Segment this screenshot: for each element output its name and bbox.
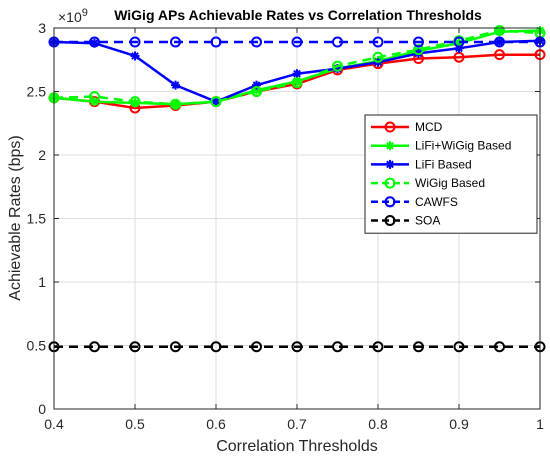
data-point-soa (210, 341, 222, 353)
legend-marker-lifi-based-stroke (386, 160, 394, 169)
data-point-cawfs (332, 36, 343, 48)
legend-marker-cawfs (384, 196, 396, 208)
data-point-cawfs (372, 36, 384, 48)
x-tick-label: 1 (536, 416, 544, 432)
data-point-cawfs (413, 36, 424, 48)
data-point-lifi-based (292, 69, 302, 79)
y-tick-label: 0.5 (27, 338, 47, 354)
y-tick-label: 2.5 (27, 84, 47, 100)
data-point-wigig-based (494, 25, 505, 37)
data-point-lifi-based (130, 51, 140, 61)
legend-label-mcd: MCD (415, 120, 443, 134)
data-point-lifi-based (495, 37, 504, 47)
data-point-lifi-based-stroke (171, 81, 180, 90)
y-tick-label: 1 (38, 274, 46, 290)
x-axis-label: Correlation Thresholds (216, 438, 378, 455)
data-point-soa (372, 341, 384, 353)
data-point-wigig-based (89, 91, 100, 103)
data-point-soa (129, 341, 141, 353)
data-point-cawfs (453, 36, 465, 48)
x-tick-label: 0.8 (368, 416, 388, 432)
data-point-wigig-based (251, 86, 262, 97)
exponent-label: ×109 (58, 7, 88, 25)
exponent-base: ×10 (58, 9, 82, 25)
legend-marker-wigig-based (384, 177, 396, 189)
x-tick-label: 0.6 (206, 416, 226, 432)
data-point-soa (291, 341, 303, 353)
legend-label-cawfs: CAWFS (415, 195, 458, 209)
legend-marker-lifi-based (385, 159, 395, 169)
x-tick-label: 0.7 (287, 416, 307, 432)
axes: 0.4 0.5 0.6 0.7 0.8 0.9 1 0 0.5 1 1.5 2 2.5 3 (27, 20, 545, 432)
data-point-wigig-based (170, 98, 181, 110)
data-point-wigig-based (129, 96, 141, 108)
exponent-power: 9 (82, 7, 88, 19)
data-point-cawfs (291, 36, 303, 48)
data-point-cawfs (129, 36, 141, 48)
data-point-cawfs (89, 36, 100, 48)
legend-marker-mcd (384, 121, 396, 133)
x-tick-label: 0.4 (44, 416, 64, 432)
y-tick-label: 1.5 (27, 211, 47, 227)
data-point-wigig-based (372, 51, 384, 63)
y-tick-label: 0 (38, 401, 46, 417)
data-point-wigig-based (210, 96, 222, 108)
data-point-mcd (494, 49, 505, 61)
y-axis-label: Achievable Rates (bps) (7, 135, 24, 300)
data-point-wigig-based (413, 44, 424, 56)
y-tick-label: 2 (38, 147, 46, 163)
data-point-lifi-based-stroke (131, 52, 139, 60)
data-point-cawfs (251, 36, 262, 48)
data-point-soa (170, 341, 181, 353)
data-point-cawfs (494, 36, 505, 48)
legend-label-lifi-based: LiFi Based (415, 157, 472, 171)
data-point-soa (251, 341, 262, 353)
legend-label-wigig-based: WiGig Based (415, 176, 485, 190)
legend-label-soa: SOA (415, 214, 440, 228)
data-point-soa (494, 341, 505, 353)
x-tick-label: 0.9 (449, 416, 469, 432)
data-point-soa (413, 341, 424, 353)
data-point-wigig-based (332, 60, 343, 72)
legend-marker-lifi-wigig-based (385, 141, 395, 151)
data-point-soa (332, 341, 343, 353)
data-point-cawfs (170, 36, 181, 48)
data-point-cawfs (210, 36, 222, 48)
legend-marker-lifi-wigig-based-stroke (386, 141, 394, 150)
data-point-lifi-based-stroke (293, 69, 301, 78)
legend-label-lifi-wigig-based: LiFi+WiGig Based (415, 139, 511, 153)
data-point-soa (453, 341, 465, 353)
chart-title: WiGig APs Achievable Rates vs Correlatio… (114, 7, 482, 23)
data-point-lifi-based (171, 80, 180, 90)
data-point-wigig-based (291, 77, 303, 89)
data-point-lifi-based-stroke (495, 38, 504, 46)
legend: MCD LiFi+WiGig Based LiFi Based WiGig Based… (364, 114, 538, 234)
data-point-soa (89, 341, 100, 353)
legend-marker-soa (384, 215, 396, 226)
x-tick-label: 0.5 (125, 416, 145, 432)
data-point-lifi-based-stroke (212, 97, 220, 106)
y-tick-label: 3 (38, 20, 46, 36)
series-line-wigig-based (53, 29, 541, 106)
legend-box (364, 114, 538, 234)
